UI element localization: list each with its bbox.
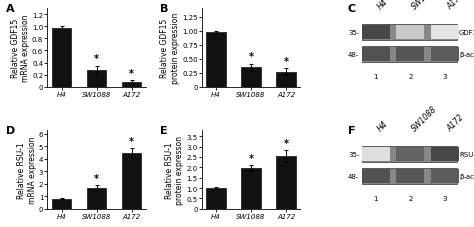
Text: A172: A172 bbox=[445, 0, 465, 11]
Y-axis label: Relative GDF15
mRNA expression: Relative GDF15 mRNA expression bbox=[10, 15, 30, 82]
Text: H4: H4 bbox=[376, 119, 390, 133]
Text: SW1088: SW1088 bbox=[410, 104, 439, 133]
Text: A172: A172 bbox=[445, 113, 465, 133]
Bar bbox=[206, 188, 226, 209]
Bar bbox=[276, 156, 296, 209]
Text: 2: 2 bbox=[408, 195, 412, 201]
Bar bbox=[52, 29, 71, 87]
Bar bbox=[396, 147, 424, 161]
Text: C: C bbox=[347, 4, 356, 14]
Text: *: * bbox=[248, 52, 254, 62]
Bar bbox=[87, 71, 106, 87]
Text: A: A bbox=[6, 4, 15, 14]
Bar bbox=[396, 25, 424, 40]
Bar bbox=[362, 47, 390, 62]
Text: 3: 3 bbox=[443, 73, 447, 79]
Bar bbox=[431, 147, 459, 161]
Text: 1: 1 bbox=[374, 73, 378, 79]
Bar bbox=[362, 168, 457, 184]
Text: E: E bbox=[161, 126, 168, 136]
Text: *: * bbox=[283, 138, 289, 148]
Text: 35-: 35- bbox=[348, 151, 359, 157]
Text: 48-: 48- bbox=[348, 173, 359, 179]
Bar bbox=[396, 47, 424, 62]
Bar bbox=[276, 72, 296, 87]
Bar bbox=[241, 169, 261, 209]
Text: H4: H4 bbox=[376, 0, 390, 11]
Text: F: F bbox=[347, 126, 355, 136]
Text: *: * bbox=[129, 69, 134, 79]
Bar bbox=[122, 153, 141, 209]
Y-axis label: Relative RSU-1
protein expresson: Relative RSU-1 protein expresson bbox=[165, 135, 184, 204]
Text: β-actin: β-actin bbox=[459, 52, 474, 57]
Text: *: * bbox=[94, 173, 99, 183]
Text: SW1088: SW1088 bbox=[410, 0, 439, 11]
Bar bbox=[431, 25, 459, 40]
Text: RSU-1: RSU-1 bbox=[459, 151, 474, 157]
Text: 48-: 48- bbox=[348, 52, 359, 57]
Text: D: D bbox=[6, 126, 15, 136]
Text: B: B bbox=[161, 4, 169, 14]
Bar bbox=[362, 47, 457, 62]
Bar bbox=[362, 25, 457, 40]
Bar bbox=[241, 68, 261, 87]
Bar bbox=[431, 169, 459, 183]
Bar bbox=[52, 199, 71, 209]
Bar bbox=[362, 25, 390, 40]
Text: 35-: 35- bbox=[348, 30, 359, 36]
Text: *: * bbox=[283, 57, 289, 67]
Text: *: * bbox=[248, 153, 254, 163]
Bar bbox=[362, 169, 390, 183]
Text: GDF15: GDF15 bbox=[459, 30, 474, 36]
Y-axis label: Relative GDF15
protein expression: Relative GDF15 protein expression bbox=[160, 13, 180, 84]
Bar bbox=[87, 188, 106, 209]
Text: 2: 2 bbox=[408, 73, 412, 79]
Bar bbox=[431, 47, 459, 62]
Y-axis label: Relative RSU-1
mRNA expression: Relative RSU-1 mRNA expression bbox=[17, 136, 36, 203]
Text: *: * bbox=[94, 54, 99, 64]
Bar bbox=[396, 169, 424, 183]
Bar bbox=[206, 33, 226, 87]
Text: *: * bbox=[129, 136, 134, 146]
Bar bbox=[362, 147, 390, 161]
Text: 3: 3 bbox=[443, 195, 447, 201]
Bar bbox=[362, 146, 457, 162]
Text: 1: 1 bbox=[374, 195, 378, 201]
Text: β-actin: β-actin bbox=[459, 173, 474, 179]
Bar bbox=[122, 83, 141, 87]
